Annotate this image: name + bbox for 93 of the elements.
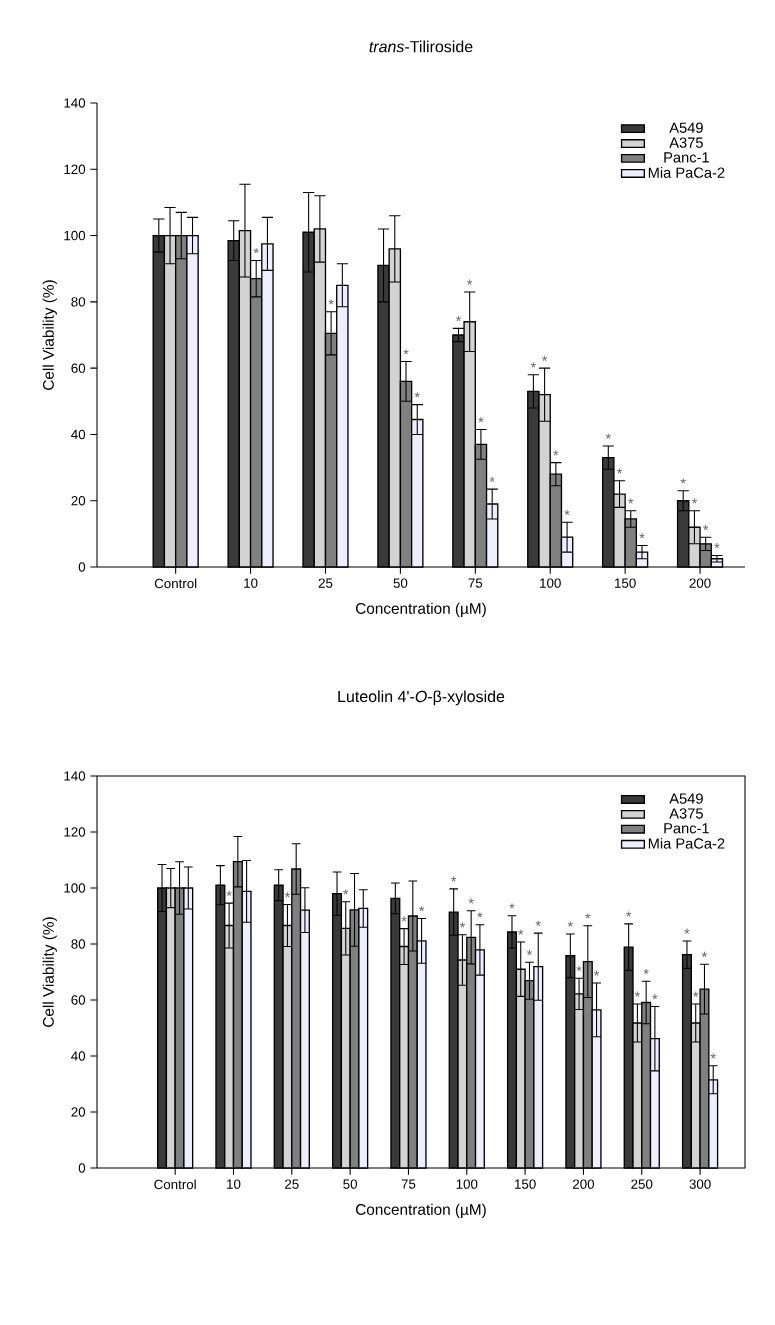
x-tick-label: 10: [244, 578, 258, 588]
y-tick-label: 140: [64, 771, 86, 781]
legend-label: Mia PaCa-2: [648, 167, 725, 178]
legend-label: A375: [669, 137, 703, 148]
x-tick-label: 100: [456, 1179, 478, 1189]
y-tick-label: 40: [71, 1051, 86, 1061]
y-tick-label: 80: [71, 939, 86, 949]
data-label: *: [703, 524, 709, 530]
data-label: *: [489, 476, 495, 482]
data-label: *: [626, 911, 632, 917]
legend-label: Panc-1: [664, 152, 709, 163]
data-label: *: [526, 949, 533, 956]
chart-title: Luteolin 4'-O-β-xyloside: [338, 690, 505, 706]
y-tick-label: 120: [64, 827, 86, 837]
data-label: *: [530, 362, 536, 368]
data-label: *: [284, 892, 291, 898]
x-axis-title: Concentration (µM): [356, 602, 486, 617]
x-tick-label: 100: [540, 578, 561, 588]
data-label: *: [343, 889, 349, 895]
data-label: *: [478, 417, 484, 423]
y-tick-label: 100: [64, 230, 86, 241]
x-tick-label: 75: [468, 578, 483, 588]
legend-label: A375: [669, 808, 703, 819]
data-label: *: [401, 916, 407, 922]
y-tick-label: 0: [78, 1163, 86, 1173]
data-label: *: [634, 991, 641, 997]
data-label: *: [403, 349, 409, 355]
data-label: *: [535, 920, 541, 926]
y-axis-title: Cell Viability (%): [42, 917, 57, 1027]
data-label: *: [710, 1053, 716, 1059]
data-label: *: [652, 994, 658, 1000]
data-label: *: [328, 299, 334, 305]
data-label: *: [414, 392, 420, 398]
data-label: *: [467, 279, 473, 285]
data-label: *: [455, 316, 462, 322]
chart-title: trans-Tiliroside: [369, 40, 473, 53]
x-tick-label: 25: [285, 1179, 299, 1189]
data-label: *: [680, 478, 686, 484]
data-label: *: [701, 951, 708, 957]
x-tick-label: Control: [154, 1179, 196, 1190]
data-label: *: [639, 533, 645, 539]
y-tick-label: 60: [71, 363, 86, 373]
data-label: *: [616, 468, 623, 474]
x-tick-label: 75: [401, 1179, 416, 1189]
data-label: *: [468, 898, 474, 904]
x-tick-label: 50: [393, 578, 408, 588]
data-label: *: [418, 906, 425, 912]
data-label: *: [253, 248, 259, 254]
y-tick-label: 120: [64, 164, 86, 175]
data-label: *: [459, 922, 466, 928]
y-tick-label: 60: [71, 995, 86, 1005]
data-label: *: [518, 929, 524, 935]
legend-label: A549: [669, 793, 703, 804]
x-tick-label: 50: [343, 1179, 358, 1189]
data-label: *: [553, 450, 559, 456]
x-tick-label: 200: [572, 1179, 595, 1189]
data-label: *: [451, 876, 457, 882]
data-label: *: [628, 498, 634, 504]
x-tick-label: 300: [689, 1179, 711, 1189]
x-tick-label: 150: [615, 578, 636, 588]
y-axis-title: Cell Viability (%): [42, 280, 57, 390]
x-tick-label: 200: [689, 578, 711, 588]
data-label: *: [477, 912, 483, 918]
y-tick-label: 100: [64, 883, 86, 893]
data-label: *: [643, 968, 649, 975]
legend-label: Mia PaCa-2: [648, 837, 725, 849]
data-label: *: [585, 913, 591, 919]
legend-label: Panc-1: [664, 823, 709, 834]
data-label: *: [226, 890, 232, 896]
x-tick-label: 10: [227, 1179, 241, 1189]
y-tick-label: 20: [71, 1107, 86, 1117]
x-tick-label: 25: [318, 578, 333, 588]
data-label: *: [509, 903, 515, 909]
data-label: *: [593, 970, 600, 976]
legend-label: A549: [669, 122, 703, 133]
data-label: *: [693, 991, 699, 997]
x-tick-label: 150: [515, 1179, 536, 1189]
data-label: *: [541, 355, 548, 361]
y-tick-label: 0: [78, 562, 86, 572]
x-tick-label: Control: [154, 578, 197, 589]
data-label: *: [684, 928, 690, 934]
data-label: *: [564, 509, 570, 516]
x-tick-label: 250: [631, 1179, 653, 1189]
y-tick-label: 80: [71, 297, 86, 307]
y-tick-label: 40: [71, 429, 86, 440]
y-tick-label: 20: [71, 496, 86, 506]
data-label: *: [714, 543, 720, 549]
y-tick-label: 140: [64, 98, 86, 108]
data-label: *: [605, 433, 611, 439]
x-axis-title: Concentration (µM): [356, 1203, 486, 1218]
data-label: *: [576, 965, 582, 971]
data-label: *: [691, 498, 698, 504]
data-label: *: [567, 921, 573, 927]
